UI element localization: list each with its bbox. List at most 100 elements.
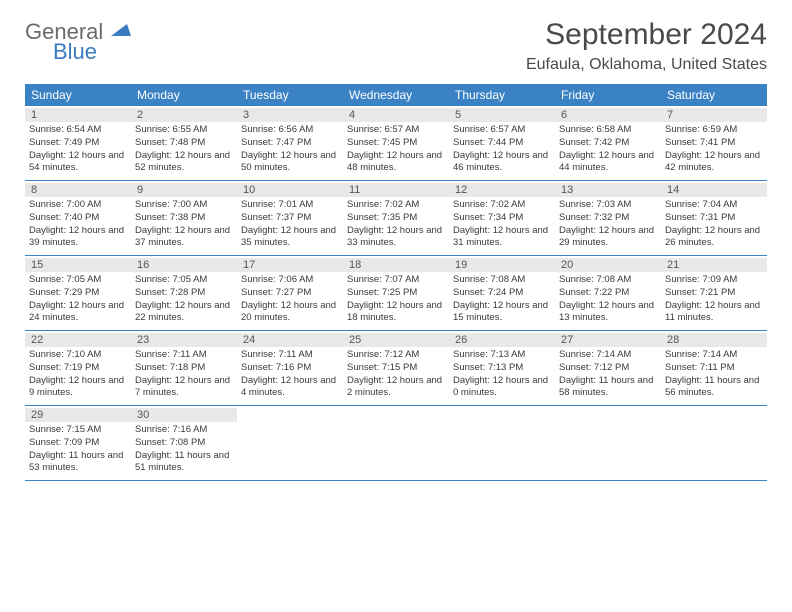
daylight-line: Daylight: 12 hours and 4 minutes. [241, 375, 339, 401]
day-number: 8 [25, 183, 131, 197]
day-number: 10 [237, 183, 343, 197]
day-body: Sunrise: 7:08 AMSunset: 7:24 PMDaylight:… [453, 274, 551, 325]
day-header-monday: Monday [131, 84, 237, 106]
sunset-line: Sunset: 7:24 PM [453, 287, 551, 300]
day-cell: 14 Sunrise: 7:04 AMSunset: 7:31 PMDayligh… [661, 181, 767, 255]
daylight-line: Daylight: 12 hours and 42 minutes. [665, 150, 763, 176]
day-cell [555, 406, 661, 480]
day-cell: 22Sunrise: 7:10 AMSunset: 7:19 PMDayligh… [25, 331, 131, 405]
day-header-wednesday: Wednesday [343, 84, 449, 106]
day-number: 14 [661, 183, 767, 197]
sunrise-line: Sunrise: 7:00 AM [29, 199, 127, 212]
day-body: Sunrise: 6:59 AMSunset: 7:41 PMDaylight:… [665, 124, 763, 175]
sunrise-line: Sunrise: 7:02 AM [453, 199, 551, 212]
daylight-line: Daylight: 12 hours and 24 minutes. [29, 300, 127, 326]
daylight-line: Daylight: 12 hours and 35 minutes. [241, 225, 339, 251]
day-number: 15 [25, 258, 131, 272]
sunset-line: Sunset: 7:28 PM [135, 287, 233, 300]
day-cell [237, 406, 343, 480]
sunset-line: Sunset: 7:18 PM [135, 362, 233, 375]
sunrise-line: Sunrise: 7:13 AM [453, 349, 551, 362]
daylight-line: Daylight: 12 hours and 39 minutes. [29, 225, 127, 251]
sunset-line: Sunset: 7:15 PM [347, 362, 445, 375]
day-body: Sunrise: 7:03 AMSunset: 7:32 PMDaylight:… [559, 199, 657, 250]
sunset-line: Sunset: 7:12 PM [559, 362, 657, 375]
location: Eufaula, Oklahoma, United States [526, 56, 767, 74]
sunrise-line: Sunrise: 6:55 AM [135, 124, 233, 137]
day-body: Sunrise: 7:04 AMSunset: 7:31 PMDaylight:… [665, 199, 763, 250]
month-title: September 2024 [526, 18, 767, 52]
day-header-friday: Friday [555, 84, 661, 106]
sunrise-line: Sunrise: 6:56 AM [241, 124, 339, 137]
day-body: Sunrise: 7:02 AMSunset: 7:35 PMDaylight:… [347, 199, 445, 250]
day-body: Sunrise: 7:05 AMSunset: 7:29 PMDaylight:… [29, 274, 127, 325]
week-row: 22Sunrise: 7:10 AMSunset: 7:19 PMDayligh… [25, 331, 767, 406]
sunrise-line: Sunrise: 6:57 AM [347, 124, 445, 137]
day-number: 7 [661, 108, 767, 122]
daylight-line: Daylight: 12 hours and 31 minutes. [453, 225, 551, 251]
sunrise-line: Sunrise: 7:05 AM [135, 274, 233, 287]
day-body: Sunrise: 7:14 AMSunset: 7:12 PMDaylight:… [559, 349, 657, 400]
daylight-line: Daylight: 12 hours and 22 minutes. [135, 300, 233, 326]
day-cell: 30Sunrise: 7:16 AMSunset: 7:08 PMDayligh… [131, 406, 237, 480]
sunset-line: Sunset: 7:25 PM [347, 287, 445, 300]
sunset-line: Sunset: 7:48 PM [135, 137, 233, 150]
day-number: 28 [661, 333, 767, 347]
daylight-line: Daylight: 12 hours and 48 minutes. [347, 150, 445, 176]
day-body: Sunrise: 7:08 AMSunset: 7:22 PMDaylight:… [559, 274, 657, 325]
day-body: Sunrise: 6:54 AMSunset: 7:49 PMDaylight:… [29, 124, 127, 175]
daylight-line: Daylight: 12 hours and 54 minutes. [29, 150, 127, 176]
day-cell: 2Sunrise: 6:55 AMSunset: 7:48 PMDaylight… [131, 106, 237, 180]
daylight-line: Daylight: 12 hours and 37 minutes. [135, 225, 233, 251]
sunset-line: Sunset: 7:40 PM [29, 212, 127, 225]
day-body: Sunrise: 7:15 AMSunset: 7:09 PMDaylight:… [29, 424, 127, 475]
daylight-line: Daylight: 11 hours and 51 minutes. [135, 450, 233, 476]
day-cell: 1Sunrise: 6:54 AMSunset: 7:49 PMDaylight… [25, 106, 131, 180]
day-number: 21 [661, 258, 767, 272]
daylight-line: Daylight: 11 hours and 53 minutes. [29, 450, 127, 476]
sunset-line: Sunset: 7:27 PM [241, 287, 339, 300]
daylight-line: Daylight: 12 hours and 7 minutes. [135, 375, 233, 401]
day-number: 12 [449, 183, 555, 197]
sunset-line: Sunset: 7:35 PM [347, 212, 445, 225]
day-body: Sunrise: 7:11 AMSunset: 7:18 PMDaylight:… [135, 349, 233, 400]
day-cell: 19 Sunrise: 7:08 AMSunset: 7:24 PMDayligh… [449, 256, 555, 330]
day-header-sunday: Sunday [25, 84, 131, 106]
day-number: 20 [555, 258, 661, 272]
sunset-line: Sunset: 7:29 PM [29, 287, 127, 300]
day-cell: 27 Sunrise: 7:14 AMSunset: 7:12 PMDayligh… [555, 331, 661, 405]
day-body: Sunrise: 7:00 AMSunset: 7:38 PMDaylight:… [135, 199, 233, 250]
day-number: 9 [131, 183, 237, 197]
sunset-line: Sunset: 7:34 PM [453, 212, 551, 225]
day-body: Sunrise: 7:02 AMSunset: 7:34 PMDaylight:… [453, 199, 551, 250]
sunset-line: Sunset: 7:37 PM [241, 212, 339, 225]
day-cell: 20 Sunrise: 7:08 AMSunset: 7:22 PMDayligh… [555, 256, 661, 330]
day-header-thursday: Thursday [449, 84, 555, 106]
daylight-line: Daylight: 12 hours and 26 minutes. [665, 225, 763, 251]
daylight-line: Daylight: 12 hours and 9 minutes. [29, 375, 127, 401]
sunrise-line: Sunrise: 7:03 AM [559, 199, 657, 212]
sunrise-line: Sunrise: 7:10 AM [29, 349, 127, 362]
sunset-line: Sunset: 7:21 PM [665, 287, 763, 300]
sunset-line: Sunset: 7:08 PM [135, 437, 233, 450]
day-cell [449, 406, 555, 480]
sunset-line: Sunset: 7:42 PM [559, 137, 657, 150]
sunset-line: Sunset: 7:41 PM [665, 137, 763, 150]
day-cell: 18Sunrise: 7:07 AMSunset: 7:25 PMDayligh… [343, 256, 449, 330]
sunrise-line: Sunrise: 6:57 AM [453, 124, 551, 137]
day-cell: 25Sunrise: 7:12 AMSunset: 7:15 PMDayligh… [343, 331, 449, 405]
day-cell: 24Sunrise: 7:11 AMSunset: 7:16 PMDayligh… [237, 331, 343, 405]
day-body: Sunrise: 7:11 AMSunset: 7:16 PMDaylight:… [241, 349, 339, 400]
day-body: Sunrise: 7:09 AMSunset: 7:21 PMDaylight:… [665, 274, 763, 325]
day-cell: 16Sunrise: 7:05 AMSunset: 7:28 PMDayligh… [131, 256, 237, 330]
day-cell: 17Sunrise: 7:06 AMSunset: 7:27 PMDayligh… [237, 256, 343, 330]
week-row: 8Sunrise: 7:00 AMSunset: 7:40 PMDaylight… [25, 181, 767, 256]
sunset-line: Sunset: 7:19 PM [29, 362, 127, 375]
day-header-tuesday: Tuesday [237, 84, 343, 106]
day-body: Sunrise: 6:58 AMSunset: 7:42 PMDaylight:… [559, 124, 657, 175]
day-number: 27 [555, 333, 661, 347]
day-number: 19 [449, 258, 555, 272]
sunrise-line: Sunrise: 7:08 AM [559, 274, 657, 287]
day-cell: 10Sunrise: 7:01 AMSunset: 7:37 PMDayligh… [237, 181, 343, 255]
sunrise-line: Sunrise: 7:00 AM [135, 199, 233, 212]
